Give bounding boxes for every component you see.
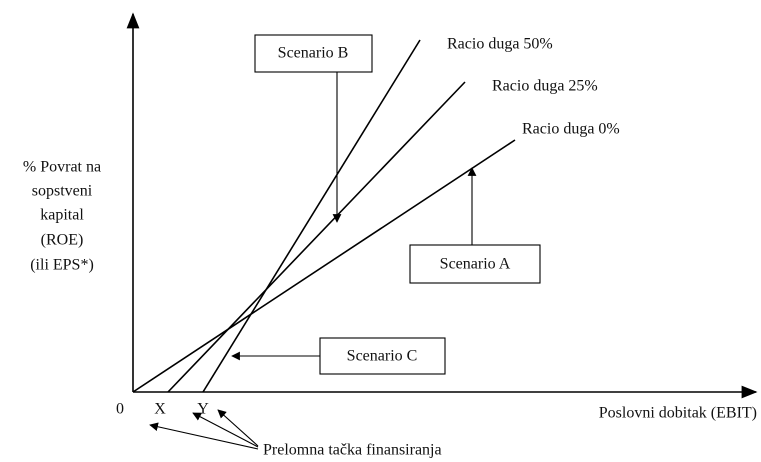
scenario-label: Scenario A bbox=[440, 256, 511, 273]
arrow bbox=[217, 409, 259, 447]
scenario-box bbox=[254, 34, 373, 73]
line-0pct bbox=[132, 139, 516, 393]
y-label-line: % Povrat na bbox=[23, 159, 101, 176]
y-axis-label: % Povrat na sopstveni kapital (ROE) (ili… bbox=[23, 159, 101, 274]
line-label: Racio duga 50% bbox=[447, 36, 553, 53]
y-label-line: (ROE) bbox=[41, 232, 84, 249]
origin-label: 0 bbox=[116, 401, 124, 418]
scenario-box bbox=[319, 337, 446, 375]
x-mark: Y bbox=[197, 401, 209, 418]
note: Prelomna tačka finansiranja bbox=[263, 442, 442, 459]
line-label: Racio duga 0% bbox=[522, 121, 620, 138]
x-mark: X bbox=[154, 401, 166, 418]
y-label-line: (ili EPS*) bbox=[30, 257, 94, 274]
line-50pct bbox=[202, 39, 421, 393]
y-label-line: sopstveni bbox=[32, 183, 93, 200]
x-axis-label: Poslovni dobitak (EBIT) bbox=[599, 405, 757, 422]
y-label-line: kapital bbox=[40, 207, 84, 224]
scenario-label: Scenario C bbox=[347, 348, 418, 365]
line-label: Racio duga 25% bbox=[492, 78, 598, 95]
scenario-label: Scenario B bbox=[278, 45, 349, 62]
arrow bbox=[192, 412, 259, 448]
line-25pct bbox=[167, 81, 466, 393]
arrow bbox=[149, 422, 259, 450]
scenario-box bbox=[409, 244, 541, 284]
